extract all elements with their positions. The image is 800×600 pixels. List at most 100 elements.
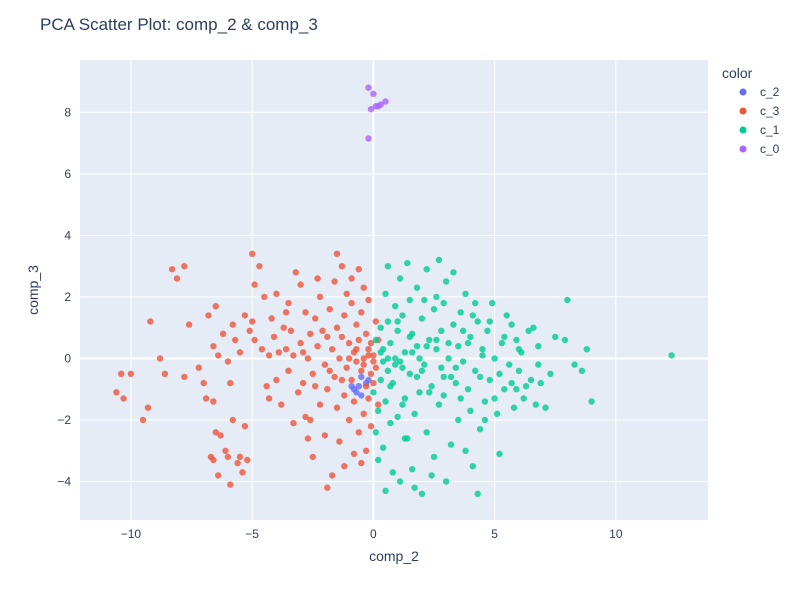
point-c_2[interactable] <box>358 392 365 399</box>
point-c_3[interactable] <box>355 429 362 436</box>
point-c_1[interactable] <box>479 346 486 353</box>
point-c_1[interactable] <box>430 453 438 461</box>
point-c_3[interactable] <box>316 401 324 408</box>
point-c_1[interactable] <box>459 327 467 334</box>
point-c_1[interactable] <box>445 355 452 362</box>
point-c_1[interactable] <box>413 343 421 350</box>
point-c_3[interactable] <box>370 352 377 359</box>
point-c_1[interactable] <box>382 290 389 297</box>
point-c_1[interactable] <box>508 379 515 387</box>
point-c_3[interactable] <box>343 364 350 371</box>
point-c_3[interactable] <box>336 438 343 445</box>
point-c_3[interactable] <box>185 321 193 328</box>
point-c_3[interactable] <box>222 447 229 454</box>
point-c_1[interactable] <box>462 447 469 454</box>
point-c_3[interactable] <box>270 333 278 341</box>
point-c_3[interactable] <box>258 346 266 353</box>
point-c_1[interactable] <box>416 355 423 362</box>
point-c_3[interactable] <box>205 312 212 319</box>
point-c_3[interactable] <box>353 346 360 353</box>
point-c_3[interactable] <box>326 306 333 313</box>
point-c_1[interactable] <box>411 410 418 417</box>
point-c_3[interactable] <box>244 456 251 464</box>
point-c_3[interactable] <box>309 453 316 461</box>
point-c_1[interactable] <box>481 416 489 424</box>
legend-marker-c_1[interactable] <box>739 126 747 134</box>
point-c_3[interactable] <box>312 315 319 322</box>
point-c_3[interactable] <box>367 370 375 377</box>
point-c_1[interactable] <box>401 435 409 442</box>
point-c_1[interactable] <box>508 321 515 328</box>
point-c_3[interactable] <box>345 416 353 424</box>
point-c_3[interactable] <box>229 321 236 328</box>
point-c_3[interactable] <box>333 324 341 331</box>
point-c_1[interactable] <box>416 389 423 396</box>
point-c_1[interactable] <box>399 364 406 371</box>
legend-label-c_2[interactable]: c_2 <box>760 85 780 99</box>
point-c_1[interactable] <box>467 333 474 341</box>
point-c_3[interactable] <box>285 299 292 307</box>
point-c_3[interactable] <box>297 281 304 288</box>
point-c_3[interactable] <box>365 296 372 304</box>
point-c_3[interactable] <box>215 472 222 479</box>
point-c_1[interactable] <box>426 389 433 396</box>
point-c_1[interactable] <box>372 336 379 344</box>
point-c_3[interactable] <box>261 293 268 301</box>
point-c_3[interactable] <box>299 349 307 356</box>
point-c_1[interactable] <box>467 407 474 414</box>
point-c_3[interactable] <box>362 383 370 390</box>
point-c_3[interactable] <box>181 373 188 381</box>
point-c_3[interactable] <box>292 269 299 276</box>
point-c_1[interactable] <box>392 355 399 362</box>
point-c_3[interactable] <box>113 389 120 396</box>
point-c_1[interactable] <box>484 327 491 334</box>
point-c_1[interactable] <box>418 315 426 322</box>
point-c_1[interactable] <box>469 463 476 470</box>
point-c_1[interactable] <box>459 358 467 365</box>
point-c_3[interactable] <box>210 456 217 464</box>
point-c_2[interactable] <box>358 373 365 381</box>
point-c_0[interactable] <box>365 135 372 142</box>
point-c_3[interactable] <box>147 318 154 325</box>
point-c_3[interactable] <box>290 352 297 359</box>
point-c_3[interactable] <box>358 367 365 374</box>
point-c_3[interactable] <box>144 404 152 411</box>
point-c_3[interactable] <box>275 349 282 356</box>
point-c_3[interactable] <box>324 333 331 341</box>
point-c_3[interactable] <box>229 416 236 424</box>
point-c_3[interactable] <box>249 318 256 325</box>
point-c_1[interactable] <box>384 367 392 374</box>
point-c_3[interactable] <box>345 339 353 347</box>
point-c_3[interactable] <box>350 398 358 405</box>
point-c_3[interactable] <box>156 355 164 362</box>
point-c_3[interactable] <box>358 459 365 467</box>
point-c_1[interactable] <box>476 373 484 381</box>
point-c_1[interactable] <box>401 349 409 356</box>
point-c_1[interactable] <box>396 358 404 365</box>
point-c_3[interactable] <box>370 379 377 387</box>
point-c_1[interactable] <box>476 426 484 433</box>
point-c_3[interactable] <box>241 423 249 430</box>
point-c_1[interactable] <box>542 404 549 411</box>
point-c_1[interactable] <box>486 318 493 325</box>
point-c_3[interactable] <box>265 352 273 359</box>
point-c_3[interactable] <box>341 392 348 399</box>
point-c_1[interactable] <box>406 370 413 377</box>
point-c_1[interactable] <box>481 398 489 405</box>
point-c_3[interactable] <box>302 309 309 316</box>
point-c_3[interactable] <box>360 410 367 417</box>
point-c_1[interactable] <box>394 413 401 421</box>
point-c_1[interactable] <box>491 355 498 362</box>
point-c_1[interactable] <box>457 309 464 316</box>
legend-label-c_1[interactable]: c_1 <box>760 123 780 137</box>
point-c_1[interactable] <box>396 478 404 485</box>
point-c_1[interactable] <box>510 404 518 411</box>
point-c_3[interactable] <box>181 263 188 270</box>
point-c_1[interactable] <box>384 318 392 325</box>
point-c_1[interactable] <box>406 296 413 304</box>
point-c_3[interactable] <box>282 346 290 353</box>
point-c_3[interactable] <box>348 376 355 384</box>
point-c_1[interactable] <box>389 469 396 476</box>
point-c_1[interactable] <box>406 333 413 341</box>
point-c_1[interactable] <box>520 395 527 402</box>
